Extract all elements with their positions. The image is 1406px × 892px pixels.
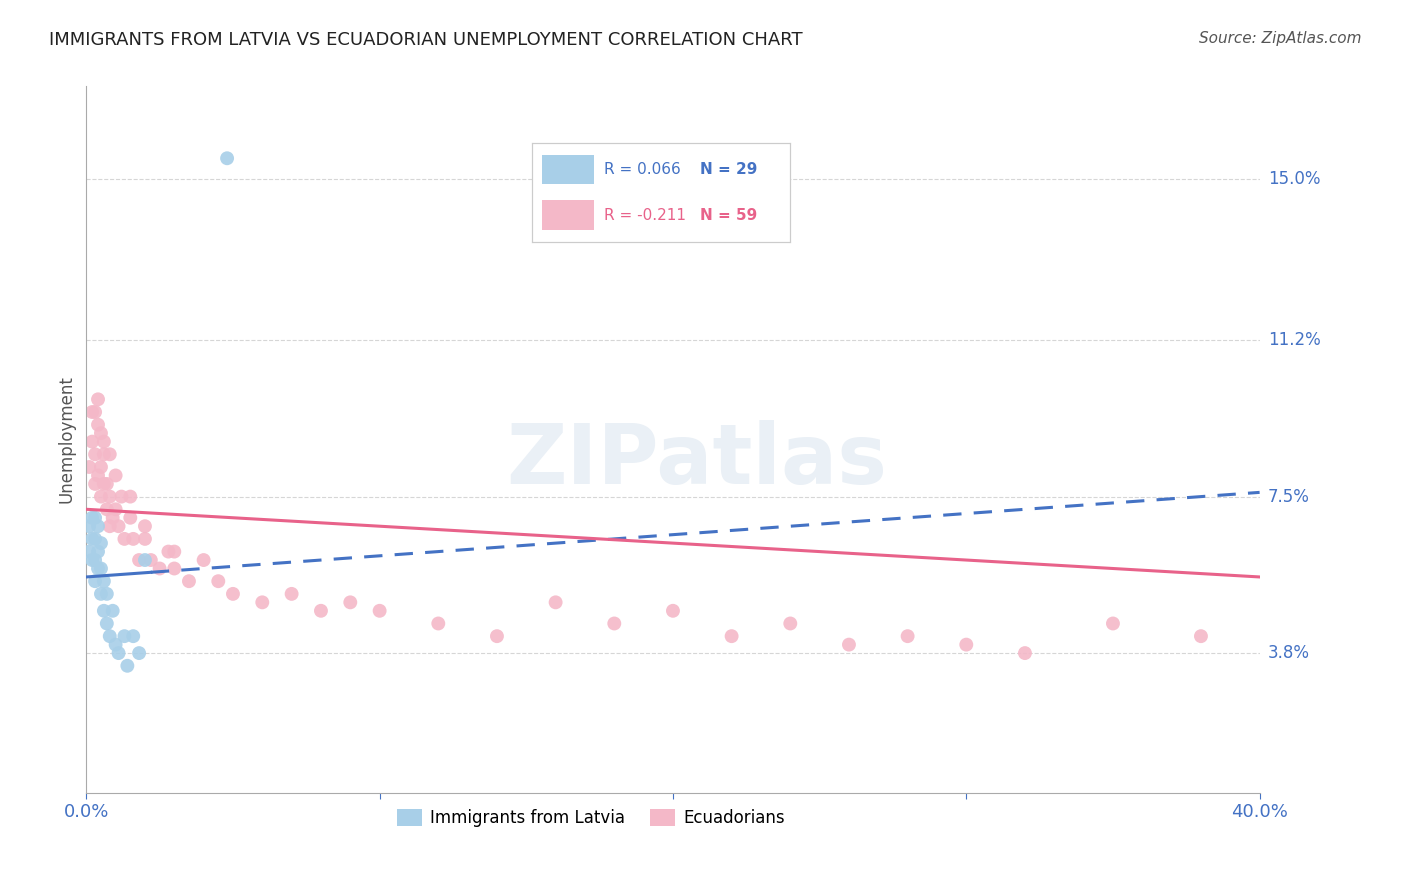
Point <box>149 561 172 575</box>
Point <box>252 595 274 609</box>
Point <box>90 426 112 441</box>
Point <box>339 595 361 609</box>
Point <box>163 561 186 575</box>
Point <box>98 490 121 504</box>
Point <box>120 490 142 504</box>
Point <box>96 616 118 631</box>
Point <box>87 519 110 533</box>
Y-axis label: Unemployment: Unemployment <box>58 376 75 503</box>
Point <box>84 574 107 589</box>
Point <box>128 646 150 660</box>
Point <box>122 532 145 546</box>
Point <box>93 574 115 589</box>
Point <box>101 510 124 524</box>
Point <box>90 561 112 575</box>
Point <box>1102 616 1125 631</box>
Point <box>128 553 150 567</box>
Point <box>104 502 127 516</box>
Point <box>120 510 142 524</box>
Point <box>280 587 302 601</box>
Point <box>207 574 229 589</box>
Point <box>309 604 332 618</box>
Point <box>87 561 110 575</box>
Point <box>122 629 145 643</box>
Point <box>98 519 121 533</box>
Point <box>779 616 801 631</box>
Point <box>90 587 112 601</box>
Text: 7.5%: 7.5% <box>1268 488 1310 506</box>
Point <box>82 405 104 419</box>
Point <box>1014 646 1036 660</box>
Legend: Immigrants from Latvia, Ecuadorians: Immigrants from Latvia, Ecuadorians <box>389 802 792 834</box>
Point <box>838 638 860 652</box>
Point <box>134 532 156 546</box>
Point <box>222 587 245 601</box>
Point <box>112 629 135 643</box>
Point <box>117 658 139 673</box>
Point <box>98 629 121 643</box>
Point <box>82 510 104 524</box>
Point <box>104 638 127 652</box>
Point <box>77 460 100 475</box>
Point <box>96 502 118 516</box>
Point <box>110 490 132 504</box>
Point <box>77 544 100 558</box>
Point <box>82 434 104 449</box>
Point <box>134 519 156 533</box>
Text: 15.0%: 15.0% <box>1268 170 1320 188</box>
Point <box>897 629 920 643</box>
Point <box>163 544 186 558</box>
Point <box>87 544 110 558</box>
Point <box>101 604 124 618</box>
Point <box>84 553 107 567</box>
Point <box>93 477 115 491</box>
Text: IMMIGRANTS FROM LATVIA VS ECUADORIAN UNEMPLOYMENT CORRELATION CHART: IMMIGRANTS FROM LATVIA VS ECUADORIAN UNE… <box>49 31 803 49</box>
Text: ZIPatlas: ZIPatlas <box>506 420 887 501</box>
Point <box>87 468 110 483</box>
Point <box>84 510 107 524</box>
Point <box>84 405 107 419</box>
Point <box>1189 629 1212 643</box>
Point <box>93 604 115 618</box>
Point <box>139 553 162 567</box>
Point <box>107 646 129 660</box>
Point <box>368 604 391 618</box>
Point <box>134 553 156 567</box>
Point <box>955 638 977 652</box>
Point <box>90 490 112 504</box>
Point <box>87 392 110 407</box>
Point <box>82 532 104 546</box>
Point <box>177 574 200 589</box>
Point <box>193 553 215 567</box>
Point <box>84 477 107 491</box>
Point <box>77 519 100 533</box>
Point <box>603 616 626 631</box>
Point <box>90 536 112 550</box>
Point <box>662 604 685 618</box>
Point <box>544 595 567 609</box>
Point <box>157 544 180 558</box>
Point <box>96 477 118 491</box>
Point <box>98 447 121 461</box>
Point <box>93 447 115 461</box>
Point <box>485 629 508 643</box>
Text: Source: ZipAtlas.com: Source: ZipAtlas.com <box>1198 31 1361 46</box>
Point <box>87 417 110 432</box>
Text: 3.8%: 3.8% <box>1268 644 1310 662</box>
Point <box>720 629 742 643</box>
Point <box>217 151 239 165</box>
Text: 11.2%: 11.2% <box>1268 331 1320 349</box>
Point <box>90 460 112 475</box>
Point <box>82 553 104 567</box>
Point <box>427 616 450 631</box>
Point <box>104 468 127 483</box>
Point <box>107 519 129 533</box>
Point <box>84 532 107 546</box>
Point <box>93 434 115 449</box>
Point <box>112 532 135 546</box>
Point <box>84 447 107 461</box>
Point <box>96 587 118 601</box>
